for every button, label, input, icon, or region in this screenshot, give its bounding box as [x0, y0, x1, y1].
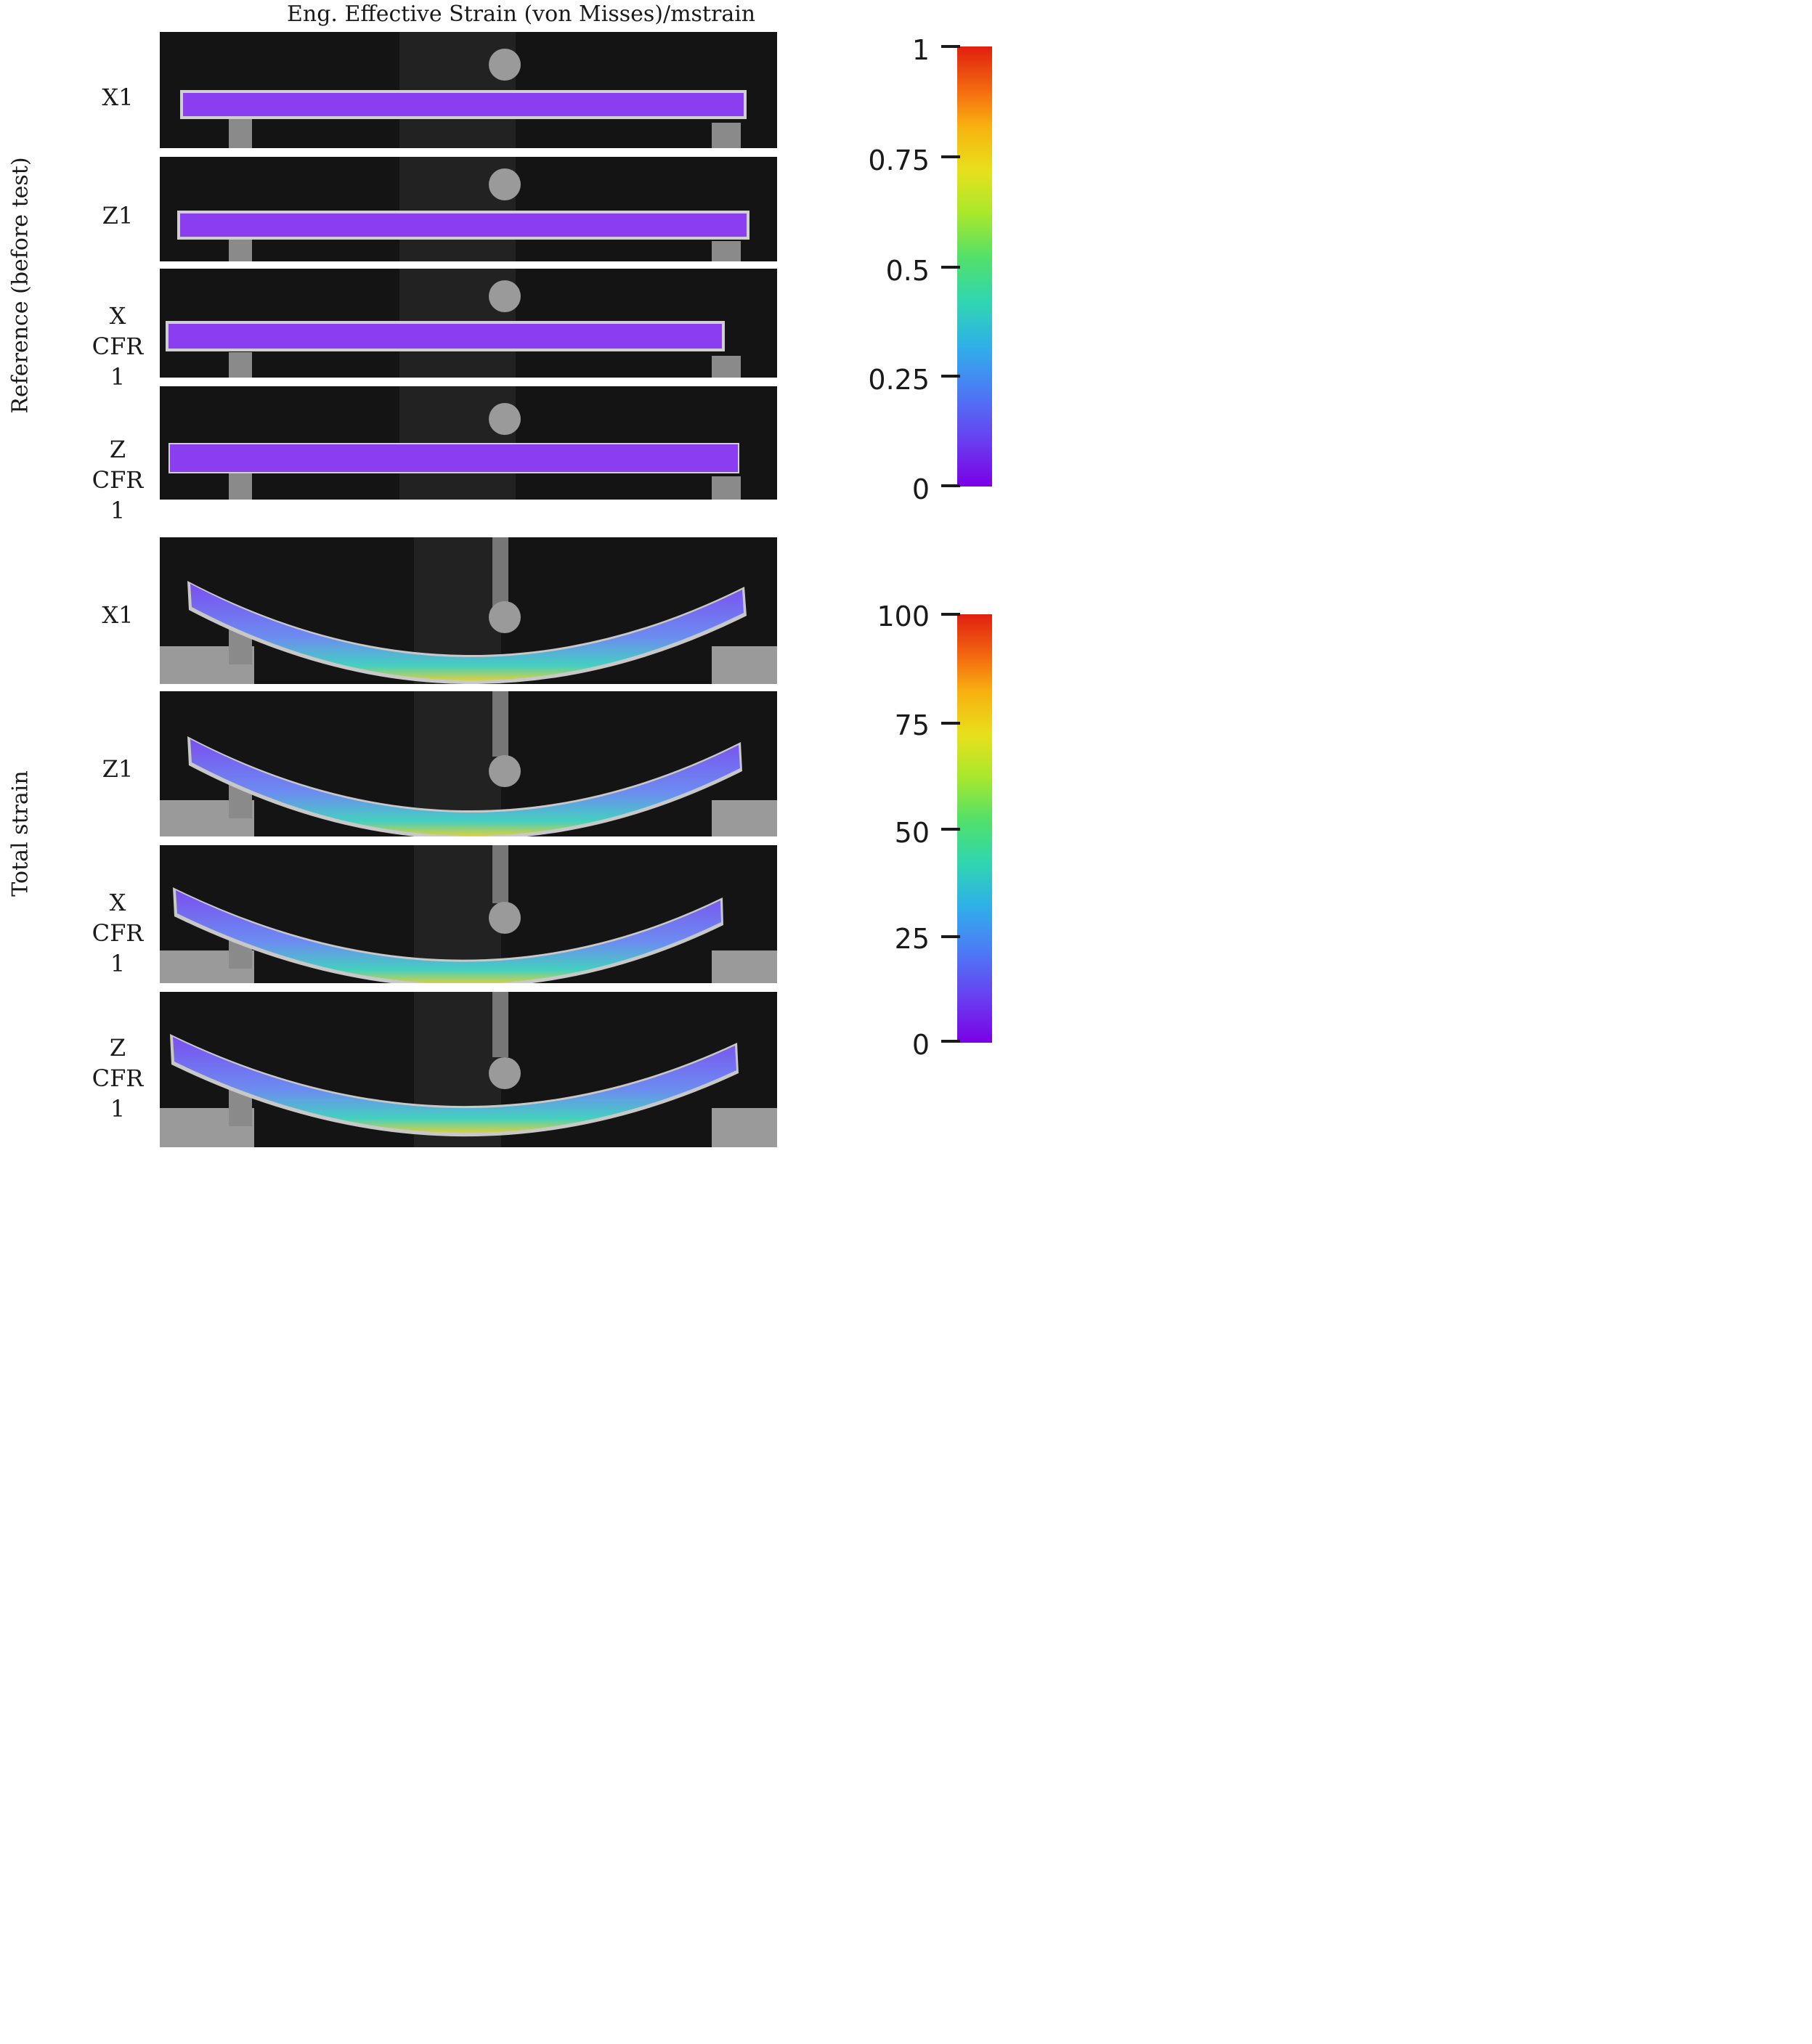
sample-label: Z1	[102, 755, 134, 783]
strain-panel-z1	[160, 691, 777, 836]
sample-label: X1	[102, 84, 134, 111]
colorbar-tick-label: 25	[894, 923, 930, 955]
figure-title: Eng. Effective Strain (von Misses)/mstra…	[287, 1, 756, 27]
reference-panel-xcfr1	[160, 269, 777, 378]
colorbar-tick-label: 0.5	[885, 255, 930, 287]
colorbar-total-strain	[957, 614, 992, 1043]
sample-label: Z CFR 1	[92, 1034, 144, 1123]
sample-label: X1	[102, 601, 134, 629]
colorbar-tick-label: 0	[911, 473, 930, 505]
colorbar-tick-label: 0.25	[868, 364, 930, 396]
sample-label: X CFR 1	[92, 889, 144, 977]
tick-mark	[941, 613, 960, 616]
colorbar-tick-label: 50	[894, 817, 930, 849]
tick-mark	[941, 155, 960, 158]
sample-label: X CFR 1	[92, 302, 144, 391]
tick-mark	[941, 722, 960, 725]
colorbar-reference	[957, 46, 992, 486]
colorbar-tick-label: 100	[877, 600, 930, 632]
group-label-reference: Reference (before test)	[7, 157, 33, 414]
strain-panel-zcfr1	[160, 992, 777, 1147]
colorbar-tick-label: 75	[894, 709, 930, 741]
sample-label: Z1	[102, 202, 134, 229]
reference-panel-zcfr1	[160, 386, 777, 500]
group-label-total-strain: Total strain	[7, 770, 33, 897]
tick-mark	[941, 484, 960, 487]
tick-mark	[941, 828, 960, 831]
tick-mark	[941, 45, 960, 48]
tick-mark	[941, 935, 960, 938]
tick-mark	[941, 375, 960, 378]
colorbar-tick-label: 0.75	[868, 144, 930, 176]
colorbar-tick-label: 1	[911, 34, 930, 66]
strain-panel-xcfr1	[160, 845, 777, 983]
reference-panel-z1	[160, 157, 777, 261]
strain-panel-x1	[160, 537, 777, 684]
colorbar-tick-label: 0	[911, 1029, 930, 1061]
tick-mark	[941, 266, 960, 269]
sample-label: Z CFR 1	[92, 436, 144, 524]
tick-mark	[941, 1040, 960, 1043]
reference-panel-x1	[160, 32, 777, 148]
